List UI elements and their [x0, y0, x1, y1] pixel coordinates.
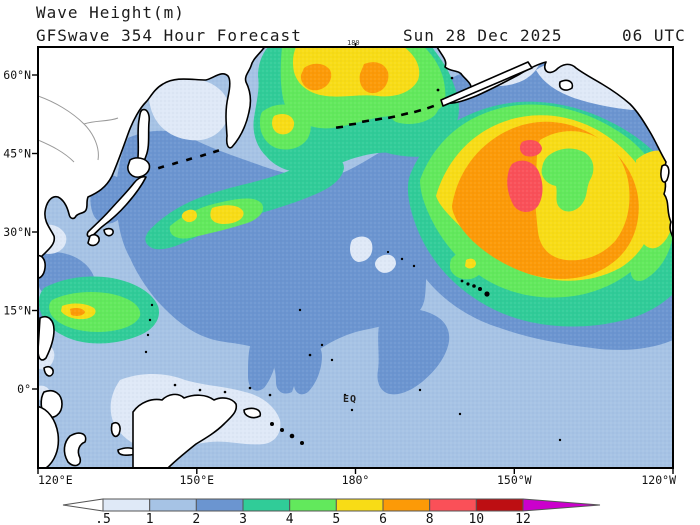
lon-label-150e: 150°E: [179, 473, 214, 487]
kuril-islands: [157, 149, 220, 170]
colorbar-cell: [335, 498, 384, 512]
country-border-lines: [38, 95, 119, 163]
valid-date: Sun 28 Dec 2025: [403, 26, 563, 45]
colorbar-under-arrow: [62, 498, 104, 512]
land-sakhalin: [137, 108, 150, 163]
island-chains: [144, 76, 562, 445]
colorbar: .5 1 2 3 4 5 6 8 10 12: [62, 498, 601, 525]
lon-label-120w: 120°W: [641, 473, 676, 487]
colorbar-tick-label: 2: [192, 512, 200, 525]
land-kyushu: [87, 234, 100, 247]
land-sulawesi: [63, 432, 87, 467]
lat-label-30n: 30°N: [3, 225, 31, 239]
colorbar-tick-label: 3: [239, 512, 247, 525]
lon-label-180: 180°: [342, 473, 370, 487]
model-forecast-label: GFSwave 354 Hour Forecast: [36, 26, 302, 45]
colorbar-tick-label: 12: [515, 512, 531, 525]
valid-time: 06 UTC: [622, 26, 686, 45]
landmasses: [38, 47, 673, 468]
colorbar-tick-label: 1: [146, 512, 154, 525]
colorbar-tick-label: 8: [426, 512, 434, 525]
top-tick-label: 180: [347, 39, 360, 47]
land-new-guinea: [132, 393, 238, 468]
land-luzon: [38, 315, 55, 361]
land-alaska-peninsula: [440, 61, 533, 107]
lon-label-150w: 150°W: [497, 473, 532, 487]
solomon-islands: [270, 422, 304, 445]
lon-axis: 120°E 150°E 180° 150°W 120°W: [37, 468, 676, 487]
land-kodiak: [558, 79, 574, 91]
land-new-britain: [243, 407, 262, 419]
product-title: Wave Height(m): [36, 3, 185, 22]
hawaiian-islands: [386, 250, 490, 297]
colorbar-tick-label: 10: [468, 512, 484, 525]
lat-axis: 60°N 45°N 30°N 15°N 0°: [3, 68, 38, 396]
colorbar-cell: [102, 498, 151, 512]
land-taiwan: [38, 254, 46, 279]
land-borneo-edge: [38, 405, 60, 468]
land-siberia-kamchatka: [38, 47, 266, 260]
land-shikoku: [103, 227, 114, 237]
colorbar-cell: [149, 498, 197, 512]
colorbar-cell: [382, 498, 431, 512]
equator-label: EQ: [343, 394, 357, 405]
colorbar-tick-label: 6: [379, 512, 387, 525]
wave-height-field: EQ: [38, 47, 673, 468]
colorbar-over-arrow: [522, 498, 601, 512]
land-hokkaido: [127, 157, 151, 178]
lat-label-60n: 60°N: [3, 68, 31, 82]
land-vancouver-island: [660, 164, 670, 183]
lon-label-120e: 120°E: [38, 473, 73, 487]
colorbar-cell: [289, 498, 337, 512]
colorbar-cell: [242, 498, 291, 512]
colorbar-tick-labels: .5 1 2 3 4 5 6 8 10 12: [95, 512, 531, 525]
land-honshu: [86, 175, 147, 238]
land-halmahera: [110, 421, 121, 438]
colorbar-tick-label: 4: [286, 512, 294, 525]
colorbar-cell: [195, 498, 244, 512]
colorbar-tick-label: 5: [332, 512, 340, 525]
aleutian-islands: [335, 104, 435, 130]
land-visayas: [43, 366, 54, 377]
colorbar-tick-label: .5: [95, 512, 111, 525]
micronesia-islands: [144, 303, 562, 442]
lat-label-15n: 15°N: [3, 304, 31, 318]
lat-label-45n: 45°N: [3, 147, 31, 161]
colorbar-cell: [475, 498, 524, 512]
lat-label-0: 0°: [17, 382, 31, 396]
bering-sea-islands: [436, 76, 454, 92]
colorbar-cell: [429, 498, 477, 512]
